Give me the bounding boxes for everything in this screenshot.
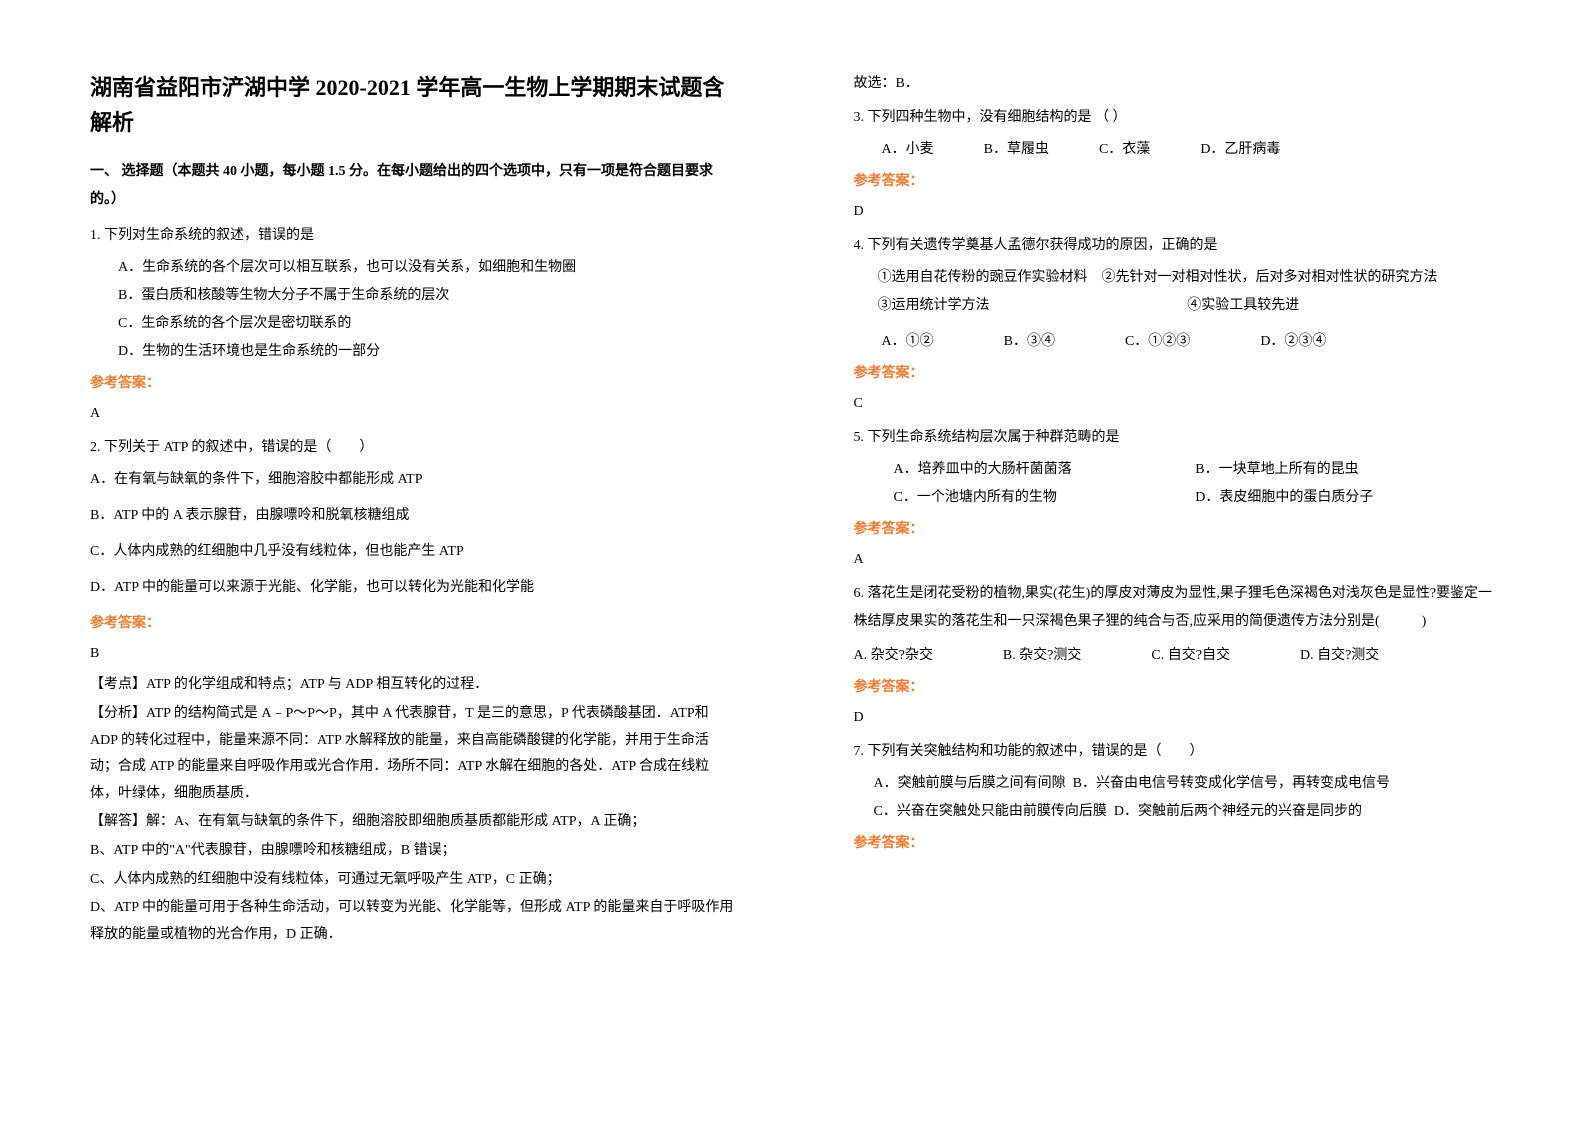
q7-optC: C．兴奋在突触处只能由前膜传向后膜 [874, 804, 1107, 819]
q3-options: A．小麦 B．草履虫 C．衣藻 D．乙肝病毒 [854, 136, 1498, 164]
q6-answer: D [854, 704, 1498, 732]
q5-row1: A．培养皿中的大肠杆菌菌落 B．一块草地上所有的昆虫 [854, 456, 1498, 484]
q4-answer: C [854, 390, 1498, 418]
q3-answer-label: 参考答案： [854, 168, 1498, 196]
q3-optC: C．衣藻 [1099, 136, 1150, 164]
q2-jiedaB: B、ATP 中的"A"代表腺苷，由腺嘌呤和核糖组成，B 错误； [90, 838, 734, 865]
q2-optD: D．ATP 中的能量可以来源于光能、化学能，也可以转化为光能和化学能 [90, 574, 734, 602]
q2-kaodian: 【考点】ATP 的化学组成和特点；ATP 与 ADP 相互转化的过程． [90, 672, 734, 699]
q6-optB: B. 杂交?测交 [1003, 642, 1082, 670]
q2-conclusion: 故选：B． [854, 70, 1498, 98]
q2-jiedaC: C、人体内成熟的红细胞中没有线粒体，可通过无氧呼吸产生 ATP，C 正确； [90, 867, 734, 894]
q7-stem: 7. 下列有关突触结构和功能的叙述中，错误的是（ ） [854, 738, 1498, 766]
q7-answer-label: 参考答案： [854, 830, 1498, 858]
q4-line1: ①选用自花传粉的豌豆作实验材料 ②先针对一对相对性状，后对多对相对性状的研究方法 [854, 264, 1498, 292]
q3-optB: B．草履虫 [984, 136, 1049, 164]
q4-line2a: ③运用统计学方法 [878, 292, 1188, 320]
q4-optA: A．①② [882, 328, 934, 356]
q3-optA: A．小麦 [882, 136, 934, 164]
q2-jiedaD: D、ATP 中的能量可用于各种生命活动，可以转变为光能、化学能等，但形成 ATP… [90, 895, 734, 948]
q2-stem: 2. 下列关于 ATP 的叙述中，错误的是（ ） [90, 434, 734, 462]
q3-optD: D．乙肝病毒 [1200, 136, 1280, 164]
q5-stem: 5. 下列生命系统结构层次属于种群范畴的是 [854, 424, 1498, 452]
q7-optA: A．突触前膜与后膜之间有间隙 [874, 776, 1066, 791]
q1-optD: D．生物的生活环境也是生命系统的一部分 [118, 338, 734, 366]
q3-answer: D [854, 198, 1498, 226]
q2-fenxi: 【分析】ATP 的结构简式是 A﹣P～P～P，其中 A 代表腺苷，T 是三的意思… [90, 701, 734, 807]
q6-optA: A. 杂交?杂交 [854, 642, 933, 670]
q7-optD: D．突触前后两个神经元的兴奋是同步的 [1114, 804, 1362, 819]
q1-optC: C．生命系统的各个层次是密切联系的 [118, 310, 734, 338]
exam-title: 湖南省益阳市浐湖中学 2020-2021 学年高一生物上学期期末试题含解析 [90, 70, 734, 140]
q4-stem: 4. 下列有关遗传学奠基人孟德尔获得成功的原因，正确的是 [854, 232, 1498, 260]
q4-answer-label: 参考答案： [854, 360, 1498, 388]
right-column: 故选：B． 3. 下列四种生物中，没有细胞结构的是 （ ） A．小麦 B．草履虫… [794, 0, 1587, 1122]
q7-row2: C．兴奋在突触处只能由前膜传向后膜 D．突触前后两个神经元的兴奋是同步的 [854, 798, 1498, 826]
q6-stem: 6. 落花生是闭花受粉的植物,果实(花生)的厚皮对薄皮为显性,果子狸毛色深褐色对… [854, 580, 1498, 636]
section-header: 一、 选择题（本题共 40 小题，每小题 1.5 分。在每小题给出的四个选项中，… [90, 158, 734, 214]
q1-stem: 1. 下列对生命系统的叙述，错误的是 [90, 222, 734, 250]
q4-line2: ③运用统计学方法 ④实验工具较先进 [854, 292, 1498, 320]
q2-answer-label: 参考答案： [90, 610, 734, 638]
q5-optB: B．一块草地上所有的昆虫 [1195, 456, 1497, 484]
q4-line2b: ④实验工具较先进 [1187, 292, 1497, 320]
q7-optB: B．兴奋由电信号转变成化学信号，再转变成电信号 [1073, 776, 1390, 791]
q1-answer: A [90, 400, 734, 428]
q1-options: A．生命系统的各个层次可以相互联系，也可以没有关系，如细胞和生物圈 B．蛋白质和… [90, 254, 734, 366]
q1-answer-label: 参考答案： [90, 370, 734, 398]
q6-optD: D. 自交?测交 [1300, 642, 1379, 670]
q2-jiedaA: 【解答】解：A、在有氧与缺氧的条件下，细胞溶胶即细胞质基质都能形成 ATP，A … [90, 809, 734, 836]
q1-optA: A．生命系统的各个层次可以相互联系，也可以没有关系，如细胞和生物圈 [118, 254, 734, 282]
q7-row1: A．突触前膜与后膜之间有间隙 B．兴奋由电信号转变成化学信号，再转变成电信号 [854, 770, 1498, 798]
q4-optC: C．①②③ [1125, 328, 1190, 356]
left-column: 湖南省益阳市浐湖中学 2020-2021 学年高一生物上学期期末试题含解析 一、… [0, 0, 794, 1122]
q2-optA: A．在有氧与缺氧的条件下，细胞溶胶中都能形成 ATP [90, 466, 734, 494]
q2-optB: B．ATP 中的 A 表示腺苷，由腺嘌呤和脱氧核糖组成 [90, 502, 734, 530]
q4-optB: B．③④ [1004, 328, 1055, 356]
q5-optD: D．表皮细胞中的蛋白质分子 [1195, 484, 1497, 512]
q6-optC: C. 自交?自交 [1151, 642, 1230, 670]
q4-optD: D．②③④ [1260, 328, 1326, 356]
q5-answer: A [854, 546, 1498, 574]
q2-answer: B [90, 640, 734, 668]
q5-answer-label: 参考答案： [854, 516, 1498, 544]
q2-optC: C．人体内成熟的红细胞中几乎没有线粒体，但也能产生 ATP [90, 538, 734, 566]
q1-optB: B．蛋白质和核酸等生物大分子不属于生命系统的层次 [118, 282, 734, 310]
q4-options: A．①② B．③④ C．①②③ D．②③④ [854, 328, 1498, 356]
q6-answer-label: 参考答案： [854, 674, 1498, 702]
q5-row2: C．一个池塘内所有的生物 D．表皮细胞中的蛋白质分子 [854, 484, 1498, 512]
q6-options: A. 杂交?杂交 B. 杂交?测交 C. 自交?自交 D. 自交?测交 [854, 642, 1498, 670]
q3-stem: 3. 下列四种生物中，没有细胞结构的是 （ ） [854, 104, 1498, 132]
q5-optC: C．一个池塘内所有的生物 [894, 484, 1196, 512]
q5-optA: A．培养皿中的大肠杆菌菌落 [894, 456, 1196, 484]
